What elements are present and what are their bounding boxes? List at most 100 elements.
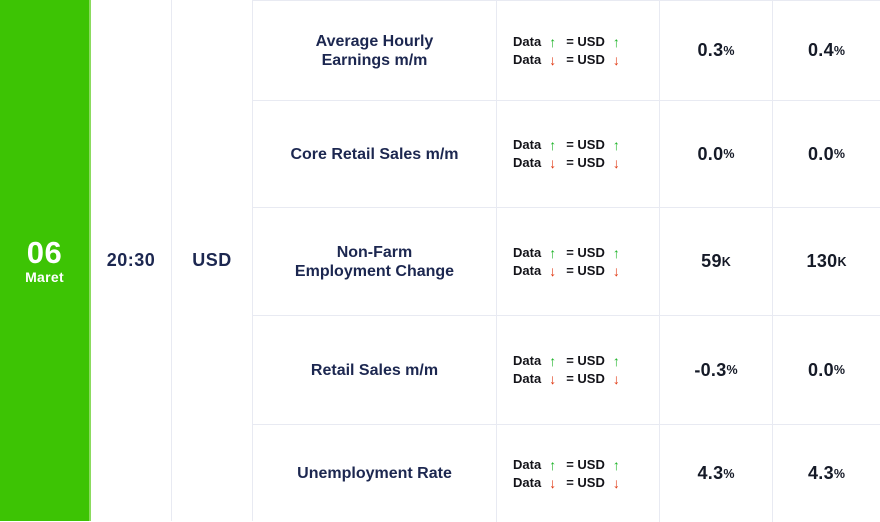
event-name: Core Retail Sales m/m: [253, 101, 497, 207]
event-name: Retail Sales m/m: [253, 316, 497, 424]
rule-down-line: Data ↓ = USD ↓: [513, 262, 620, 280]
date-cell: 06 Maret: [0, 0, 91, 521]
down-arrow-icon: ↓: [612, 371, 620, 387]
value-suffix: %: [723, 147, 735, 161]
up-arrow-icon: ↑: [612, 33, 620, 50]
down-arrow-icon: ↓: [549, 474, 557, 491]
up-arrow-icon: ↑: [549, 137, 557, 153]
impact-rules: Data ↑ = USD ↑ Data ↓ = USD ↓: [497, 208, 660, 315]
time-cell: 20:30: [91, 0, 172, 521]
event-name: Unemployment Rate: [253, 425, 497, 522]
up-arrow-icon: ↑: [549, 33, 557, 50]
rule-up-line: Data ↑ = USD ↑: [513, 33, 620, 51]
rule-data-label: Data: [513, 51, 542, 67]
rule-down-line: Data ↓ = USD ↓: [513, 51, 620, 69]
down-arrow-icon: ↓: [612, 262, 620, 279]
event-row: Average Hourly Earnings m/m Data ↑ = USD ↑ …: [253, 1, 880, 101]
event-name: Average Hourly Earnings m/m: [253, 1, 497, 100]
value-number: 4.3: [807, 463, 834, 483]
up-arrow-icon: ↑: [612, 137, 620, 153]
value-suffix: %: [833, 43, 846, 58]
event-row: Non-Farm Employment Change Data ↑ = USD ↑ D…: [253, 208, 880, 316]
down-arrow-icon: ↓: [549, 371, 557, 387]
impact-rules: Data ↑ = USD ↑ Data ↓ = USD ↓: [497, 425, 660, 522]
date-month: Maret: [25, 268, 64, 285]
event-row: Unemployment Rate Data ↑ = USD ↑ Data ↓ = USD…: [253, 425, 880, 522]
value2-cell: 0.0%: [773, 316, 880, 424]
event-name: Non-Farm Employment Change: [253, 208, 497, 315]
rule-data-label: Data: [513, 371, 542, 386]
value-suffix: %: [833, 363, 846, 377]
value-suffix: %: [726, 363, 738, 377]
date-day: 06: [26, 234, 63, 270]
value1-cell: -0.3%: [660, 316, 773, 424]
rule-data-label: Data: [513, 33, 542, 49]
value-suffix: %: [833, 147, 846, 161]
down-arrow-icon: ↓: [612, 155, 620, 171]
rule-equals-label: = USD: [566, 353, 605, 368]
rule-up-line: Data ↑ = USD ↑: [513, 456, 620, 474]
rule-data-label: Data: [513, 262, 542, 278]
rule-data-label: Data: [513, 137, 542, 152]
rule-data-label: Data: [513, 474, 542, 490]
value-suffix: %: [723, 43, 735, 58]
rule-equals-label: = USD: [566, 262, 605, 278]
value-suffix: K: [837, 254, 847, 269]
value2-cell: 130 K: [773, 208, 880, 315]
rule-equals-label: = USD: [566, 137, 605, 152]
rule-data-label: Data: [513, 456, 542, 472]
value1-cell: 59 K: [660, 208, 773, 315]
rule-equals-label: = USD: [566, 474, 605, 490]
value1-cell: 4.3%: [660, 425, 773, 522]
events-grid: Average Hourly Earnings m/m Data ↑ = USD ↑ …: [253, 0, 880, 522]
currency-cell: USD: [172, 0, 253, 521]
event-row: Retail Sales m/m Data ↑ = USD ↑ Data ↓ = USD ↓…: [253, 316, 880, 425]
impact-rules: Data ↑ = USD ↑ Data ↓ = USD ↓: [497, 316, 660, 424]
down-arrow-icon: ↓: [549, 51, 557, 68]
value1-cell: 0.0%: [660, 101, 773, 207]
rule-data-label: Data: [513, 155, 542, 170]
rule-down-line: Data ↓ = USD ↓: [513, 154, 620, 172]
value-number: 4.3: [697, 463, 724, 483]
up-arrow-icon: ↑: [612, 456, 620, 473]
event-row: Core Retail Sales m/m Data ↑ = USD ↑ Data ↓ =…: [253, 101, 880, 208]
value-number: 130: [806, 251, 838, 271]
rule-equals-label: = USD: [566, 244, 605, 260]
rule-equals-label: = USD: [566, 371, 605, 386]
value-number: -0.3: [694, 359, 727, 380]
rule-down-line: Data ↓ = USD ↓: [513, 474, 620, 492]
value-suffix: %: [723, 466, 735, 481]
up-arrow-icon: ↑: [549, 456, 557, 473]
rule-data-label: Data: [513, 353, 542, 368]
value-number: 0.0: [697, 143, 724, 164]
rule-equals-label: = USD: [566, 33, 605, 49]
up-arrow-icon: ↑: [612, 353, 620, 369]
value2-cell: 4.3%: [773, 425, 880, 522]
value-number: 0.0: [807, 143, 834, 164]
rule-up-line: Data ↑ = USD ↑: [513, 352, 620, 370]
value-number: 0.3: [697, 40, 724, 60]
rule-equals-label: = USD: [566, 155, 605, 170]
down-arrow-icon: ↓: [612, 51, 620, 68]
rule-data-label: Data: [513, 244, 542, 260]
impact-rules: Data ↑ = USD ↑ Data ↓ = USD ↓: [497, 101, 660, 207]
up-arrow-icon: ↑: [612, 244, 620, 261]
impact-rules: Data ↑ = USD ↑ Data ↓ = USD ↓: [497, 1, 660, 100]
value-number: 59: [701, 251, 722, 271]
rule-down-line: Data ↓ = USD ↓: [513, 370, 620, 388]
value1-cell: 0.3%: [660, 1, 773, 100]
rule-equals-label: = USD: [566, 51, 605, 67]
value2-cell: 0.0%: [773, 101, 880, 207]
value-number: 0.4: [807, 40, 834, 60]
value-suffix: K: [721, 254, 731, 269]
value-suffix: %: [833, 466, 846, 481]
value-number: 0.0: [807, 359, 834, 380]
down-arrow-icon: ↓: [549, 155, 557, 171]
value2-cell: 0.4%: [773, 1, 880, 100]
down-arrow-icon: ↓: [612, 474, 620, 491]
down-arrow-icon: ↓: [549, 262, 557, 279]
rule-up-line: Data ↑ = USD ↑: [513, 244, 620, 262]
up-arrow-icon: ↑: [549, 353, 557, 369]
up-arrow-icon: ↑: [549, 244, 557, 261]
